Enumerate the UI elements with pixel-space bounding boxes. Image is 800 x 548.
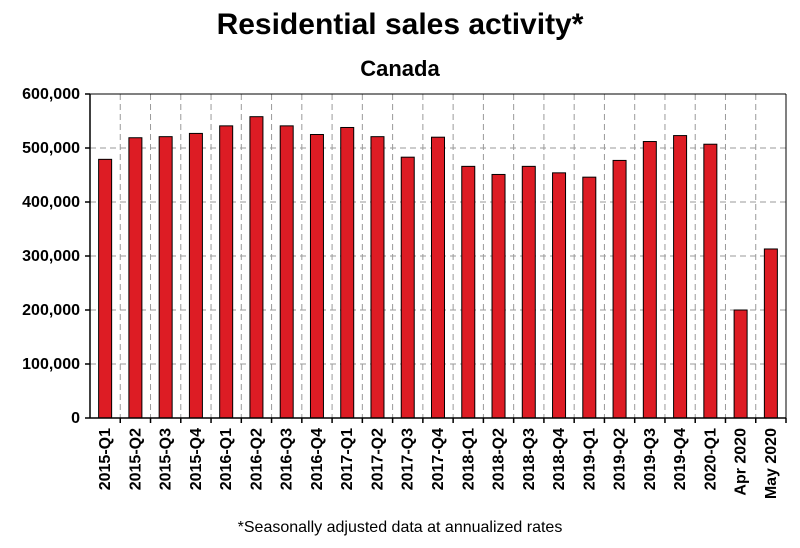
bar [370, 136, 385, 419]
x-tick-label: 2020-Q1 [702, 428, 719, 490]
bar [188, 132, 203, 419]
x-tick-label: 2015-Q3 [158, 428, 175, 490]
y-tick-label: 300,000 [22, 248, 80, 265]
x-tick-label: May 2020 [763, 428, 780, 499]
x-tick-label: 2017-Q3 [400, 428, 417, 490]
bar [400, 156, 415, 419]
y-tick-label: 600,000 [22, 86, 80, 103]
bar [309, 134, 324, 419]
bar [431, 136, 445, 419]
bar [158, 136, 173, 419]
y-tick-label: 100,000 [22, 356, 80, 373]
bar [340, 126, 355, 419]
bar [673, 135, 688, 419]
bar [612, 159, 627, 419]
grid-lines [90, 94, 786, 418]
bars [98, 116, 778, 419]
x-tick-label: 2017-Q1 [339, 428, 356, 490]
x-tick-label: 2019-Q4 [672, 428, 689, 490]
bar [98, 158, 113, 419]
bar [279, 125, 294, 419]
chart-title: Residential sales activity* [216, 8, 584, 41]
bar [763, 248, 778, 419]
y-tick-label: 400,000 [22, 194, 80, 211]
x-tick-label: Apr 2020 [733, 428, 750, 496]
bar [552, 172, 567, 419]
x-tick-label: 2015-Q1 [97, 428, 114, 490]
x-tick-label: 2019-Q1 [581, 428, 598, 490]
x-tick-label: 2019-Q3 [642, 428, 659, 490]
bar [703, 143, 718, 419]
y-tick-label: 0 [71, 410, 80, 427]
bar [249, 116, 264, 419]
bar [219, 125, 234, 419]
x-tick-label: 2018-Q2 [491, 428, 508, 490]
chart-footnote: *Seasonally adjusted data at annualized … [237, 519, 563, 536]
x-tick-label: 2016-Q2 [248, 428, 265, 490]
y-tick-label: 200,000 [22, 302, 80, 319]
bar [642, 141, 657, 419]
y-tick-label: 500,000 [22, 140, 80, 157]
x-tick-label: 2015-Q4 [188, 428, 205, 490]
y-tick-labels: 0 100,000 200,000 300,000 400,000 500,000 600,… [22, 86, 90, 427]
bar [582, 176, 597, 419]
bar [128, 137, 143, 419]
x-tick-label: 2018-Q1 [460, 428, 477, 490]
x-tick-label: 2017-Q2 [369, 428, 386, 490]
x-tick-label: 2016-Q3 [279, 428, 296, 490]
bar [491, 173, 506, 419]
bar [521, 165, 536, 419]
x-tick-label: 2018-Q3 [521, 428, 538, 490]
x-tick-labels: 2015-Q1 2015-Q2 2015-Q3 2015-Q4 2016-Q1 2016-… [97, 418, 787, 499]
x-tick-label: 2016-Q1 [218, 428, 235, 490]
x-tick-label: 2016-Q4 [309, 428, 326, 490]
x-tick-label: 2015-Q2 [127, 428, 144, 490]
x-tick-label: 2019-Q2 [612, 428, 629, 490]
bar [733, 309, 748, 419]
x-tick-label: 2018-Q4 [551, 428, 568, 490]
x-tick-label: 2017-Q4 [430, 428, 447, 490]
bar [461, 165, 476, 419]
chart-subtitle: Canada [360, 56, 440, 81]
